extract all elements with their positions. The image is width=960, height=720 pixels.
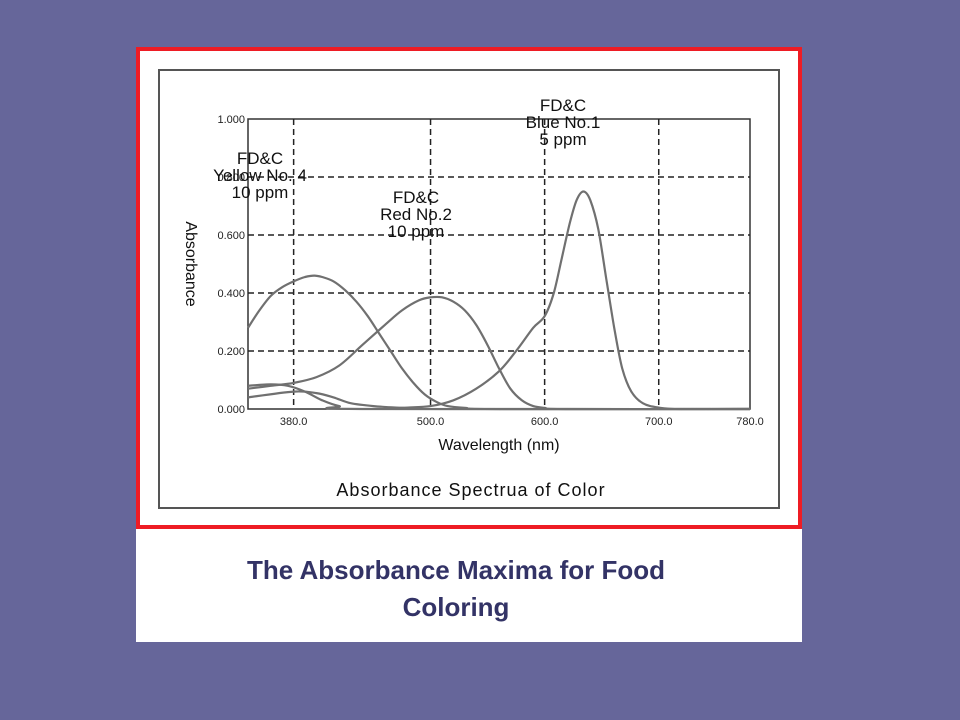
x-tick-label: 780.0 [736,416,764,428]
blue-no1-curve [247,190,751,411]
y-tick-label: 0.200 [217,346,245,358]
figure-inner-border: 380.0 500.0 600.0 700.0 780.0 0.000 0.200 0.400… [158,69,780,509]
plot-area [247,118,751,410]
y-tick-label: 0.600 [217,230,245,242]
caption-line-2: Coloring [402,592,510,622]
yellow-no4-curve [247,274,751,411]
x-tick-label: 500.0 [417,416,445,428]
blue-no1-annotation: FD&C Blue No.1 5 ppm [526,96,601,149]
absorbance-chart: 380.0 500.0 600.0 700.0 780.0 0.000 0.200 0.400… [182,96,764,500]
baseline-curve [247,383,751,411]
y-tick-label: 0.000 [217,404,245,416]
x-tick-label: 600.0 [531,416,559,428]
figure-frame: 380.0 500.0 600.0 700.0 780.0 0.000 0.200 0.400… [136,47,802,529]
grid-lines [248,119,750,409]
yellow-no4-annotation: FD&C Yellow No. 4 10 ppm [213,149,307,202]
y-tick-label: 0.800 [217,172,245,184]
curve-annotations: FD&C Yellow No. 4 10 ppm FD&C Red No.2 10 ppm… [213,96,600,241]
x-axis-label: Wavelength (nm) [438,437,559,454]
x-tick-label: 700.0 [645,416,673,428]
caption-line-1: The Absorbance Maxima for Food [247,555,665,585]
y-tick-label: 0.400 [217,288,245,300]
tick-labels: 380.0 500.0 600.0 700.0 780.0 0.000 0.200 0.400… [217,114,763,428]
red-no2-annotation: FD&C Red No.2 10 ppm [380,188,452,241]
spectrum-curves [247,190,751,411]
red-no2-curve [247,295,751,411]
y-tick-label: 1.000 [217,114,245,126]
x-tick-label: 380.0 [280,416,308,428]
slide-caption: The Absorbance Maxima for Food Coloring [136,552,776,626]
chart-title: Absorbance Spectrua of Color [336,480,605,500]
y-axis-label: Absorbance [182,221,199,306]
